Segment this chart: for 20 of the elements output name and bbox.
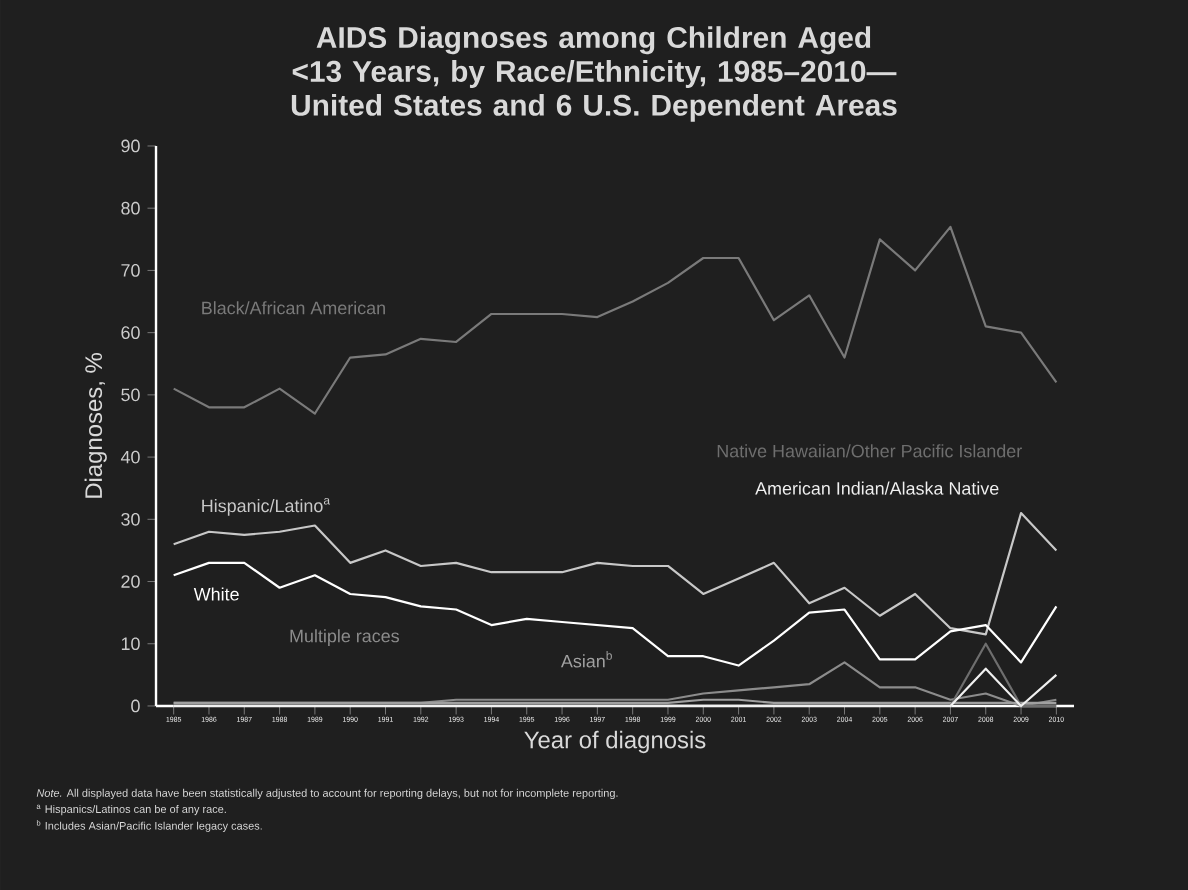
x-axis-title: Year of diagnosis bbox=[524, 730, 706, 754]
y-tick-label: 60 bbox=[121, 326, 140, 340]
series-label: Hispanic/Latino$^{a}$ bbox=[202, 497, 331, 516]
y-tick-label: 0 bbox=[131, 699, 140, 713]
y-axis-title: Diagnoses, % bbox=[84, 353, 107, 498]
y-tick-label: 20 bbox=[121, 575, 140, 588]
text: Native Hawaiian/Other Pacific Islander bbox=[717, 444, 1022, 458]
text: American Indian/Alaska Native bbox=[755, 481, 999, 495]
chart-title: AIDS Diagnoses among Children Aged <13 Years, by Race/Ethnicity, 1985–2010—United States and 6 U.S. Dependent Areas bbox=[291, 26, 897, 122]
y-tick-label: 70 bbox=[121, 264, 140, 277]
series-label: Asian$^{b}$ bbox=[560, 651, 612, 668]
text: Black/African American bbox=[202, 301, 385, 315]
y-tick-label: 90 bbox=[121, 139, 140, 153]
text: Multiple races bbox=[290, 629, 399, 646]
y-tick-label: 40 bbox=[120, 450, 140, 464]
y-tick-label: 10 bbox=[121, 637, 140, 651]
y-tick-label: 80 bbox=[121, 201, 140, 215]
y-tick-label: 30 bbox=[121, 512, 140, 526]
series-label: White bbox=[193, 587, 239, 601]
y-tick-label: 50 bbox=[121, 388, 140, 402]
